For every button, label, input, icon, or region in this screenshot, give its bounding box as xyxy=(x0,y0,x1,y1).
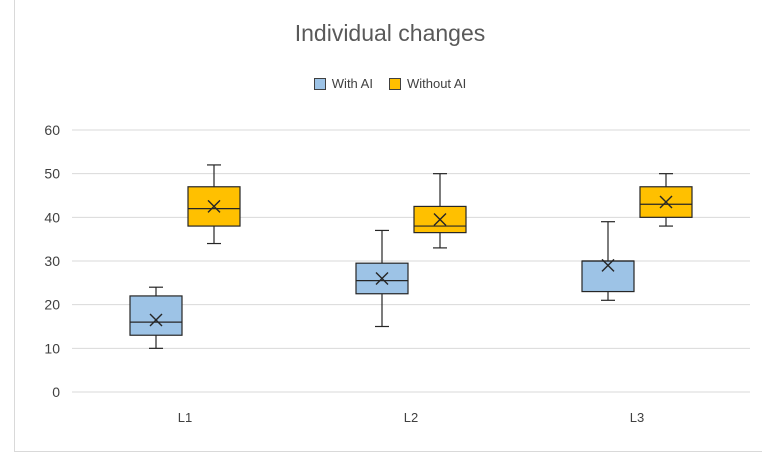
legend-swatch-with-ai xyxy=(313,77,326,90)
legend-label-with-ai: With AI xyxy=(331,76,373,91)
x-tick-label-l1: L1 xyxy=(178,410,192,425)
box-with-ai-l3-mean-marker xyxy=(601,258,615,272)
box-with-ai-l1-iqr xyxy=(129,295,183,336)
box-with-ai-l1-mean-marker xyxy=(149,313,163,327)
box-with-ai-l2-mean-marker xyxy=(375,271,389,285)
legend-item-without-ai: Without AI xyxy=(388,76,467,91)
legend-item-with-ai: With AI xyxy=(313,76,373,91)
y-tick-label-0: 0 xyxy=(52,384,60,400)
y-tick-label-60: 60 xyxy=(44,122,60,138)
box-without-ai-l2-mean-marker xyxy=(433,213,447,227)
box-without-ai-l1-mean-marker xyxy=(207,199,221,213)
y-tick-label-50: 50 xyxy=(44,166,60,182)
y-tick-label-40: 40 xyxy=(44,209,60,225)
x-tick-label-l2: L2 xyxy=(404,410,418,425)
x-tick-label-l3: L3 xyxy=(630,410,644,425)
chart-title: Individual changes xyxy=(294,20,486,46)
legend-swatch-without-ai xyxy=(388,77,401,90)
y-tick-label-10: 10 xyxy=(44,340,60,356)
y-tick-label-20: 20 xyxy=(44,297,60,313)
box-without-ai-l2-iqr xyxy=(413,205,467,234)
legend-label-without-ai: Without AI xyxy=(406,76,467,91)
y-tick-label-30: 30 xyxy=(44,253,60,269)
box-without-ai-l3-mean-marker xyxy=(659,195,673,209)
legend: With AI Without AI xyxy=(0,76,762,91)
